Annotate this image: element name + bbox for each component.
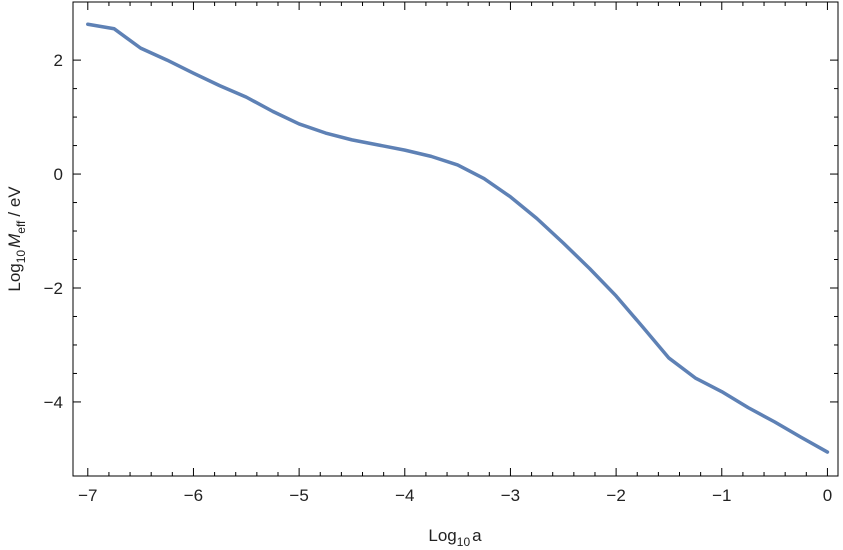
x-label-part: a [472, 526, 482, 545]
data-line [86, 22, 830, 454]
y-label-sub: eff [14, 220, 28, 234]
plot-frame [72, 1, 839, 477]
x-tick-label: −5 [289, 486, 308, 505]
y-tick-label: −4 [44, 393, 63, 412]
y-tick-label: −2 [44, 279, 63, 298]
y-tick-label: 2 [54, 51, 63, 70]
x-tick-label: −7 [78, 486, 97, 505]
x-label-sub: 10 [457, 535, 471, 549]
y-tick-label: 0 [54, 165, 63, 184]
x-axis-label: Log10 a [428, 526, 482, 549]
x-label-part: Log [428, 526, 456, 545]
y-label-sub: 10 [14, 250, 28, 264]
x-tick-label: −3 [501, 486, 520, 505]
y-label-part: M [5, 233, 24, 248]
x-tick-label: 0 [823, 486, 832, 505]
x-tick-label: −4 [395, 486, 414, 505]
x-tick-label: −6 [184, 486, 203, 505]
y-axis-label: Log10 Meff / eV [5, 186, 28, 292]
y-label-part: / eV [5, 186, 24, 217]
y-label-part: Log [5, 263, 24, 291]
x-tick-label: −1 [712, 486, 731, 505]
x-tick-label: −2 [606, 486, 625, 505]
